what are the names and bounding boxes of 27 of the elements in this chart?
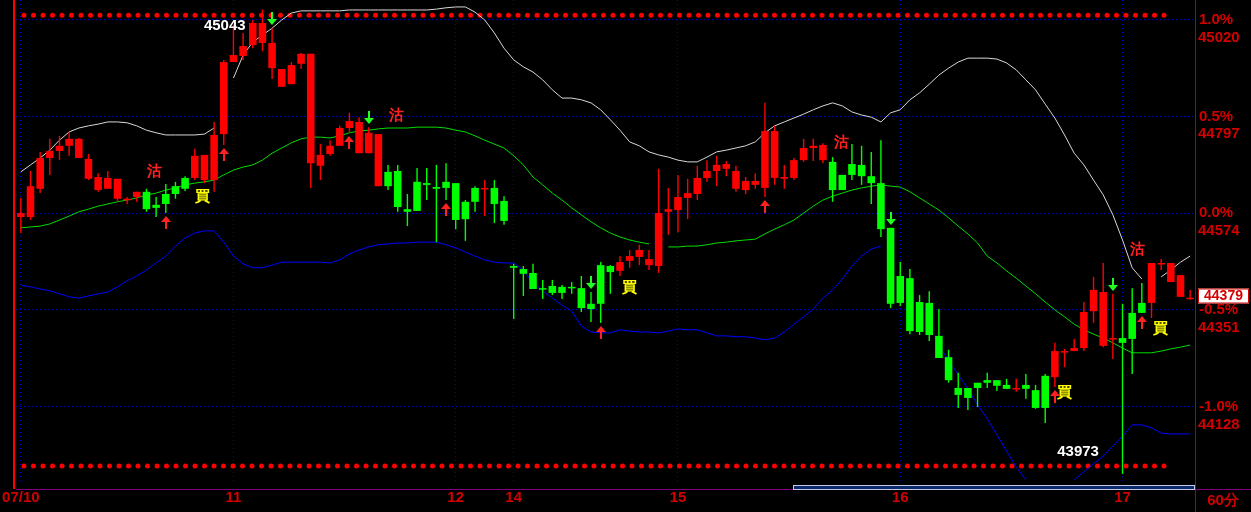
text: 60分: [1207, 491, 1240, 509]
y-tick-label: 45020: [1198, 27, 1240, 45]
y-tick-label: 44574: [1198, 221, 1241, 239]
y-tick-label: 44797: [1198, 124, 1240, 142]
y-tick-label: 44128: [1198, 414, 1240, 432]
x-tick-label: 17: [1114, 488, 1131, 506]
y2-tick-label: -1.0%: [1199, 396, 1239, 414]
y2-tick-label: 0.0%: [1199, 203, 1234, 221]
annotation: 沽: [832, 133, 849, 151]
annotation: 沽: [146, 162, 163, 180]
annotation: 買: [1056, 383, 1073, 401]
annotation: 43973: [1057, 442, 1099, 460]
x-tick-label: 11: [225, 488, 242, 506]
y2-tick-label: 0.5%: [1199, 106, 1234, 124]
annotation: 買: [194, 187, 211, 205]
y-tick-label: 44351: [1198, 317, 1240, 335]
y2-tick-label: 1.0%: [1199, 9, 1234, 27]
x-tick-label: 07/10: [2, 488, 40, 506]
annotation: 沽: [388, 106, 405, 124]
x-tick-label: 12: [447, 488, 465, 506]
annotation: 買: [621, 278, 638, 296]
x-tick-label: 14: [505, 488, 523, 506]
annotation: 45043: [203, 16, 246, 34]
x-tick-label: 16: [891, 488, 909, 506]
x-tick-label: 15: [669, 488, 687, 506]
annotation: 沽: [1128, 240, 1145, 258]
annotation: 買: [1152, 319, 1169, 337]
